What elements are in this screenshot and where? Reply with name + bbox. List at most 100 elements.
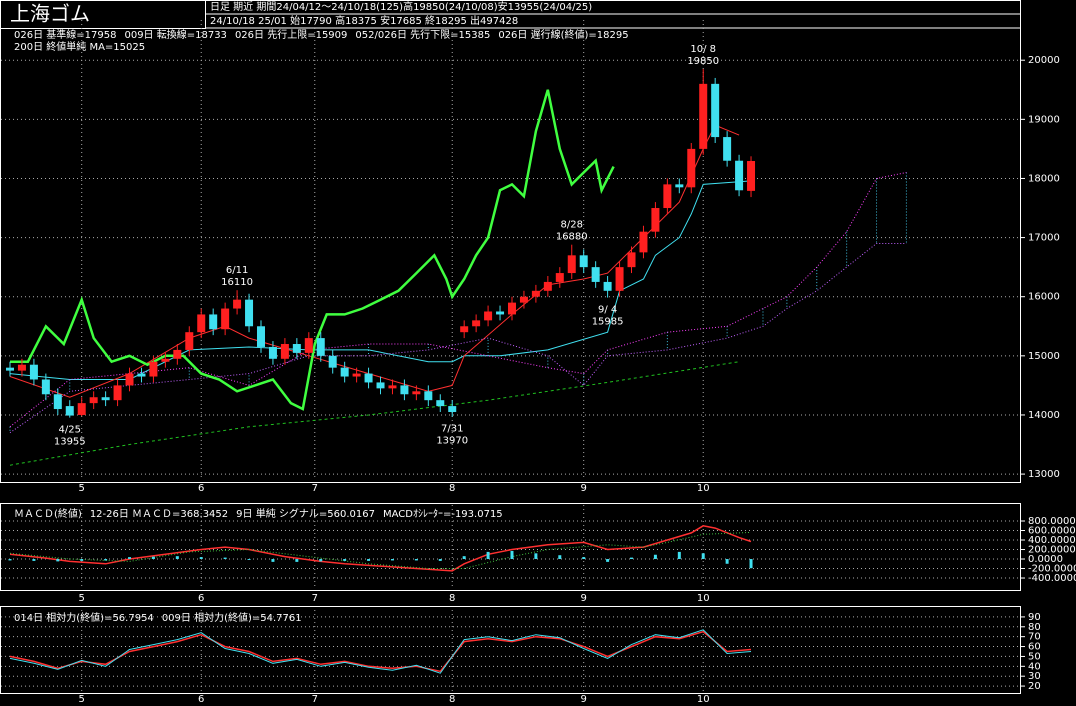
annotation-date: 6/11 [226,265,248,276]
y-tick-label: 13000 [1028,469,1060,480]
candle-body [735,160,744,191]
candle-body [125,373,134,386]
y-tick-label: 16000 [1028,292,1060,303]
candle-body [651,208,660,232]
histogram-bar [32,559,36,561]
x-tick-label: 7 [312,694,318,705]
x-tick-label: 10 [697,483,710,494]
legend-entry: 026日 基準線=17958 [14,28,116,41]
candle-body [113,385,122,401]
candle-body [591,267,600,282]
y-tick-label: 20000 [1028,55,1060,66]
annotation-date: 10/ 8 [690,44,716,55]
candle-body [221,308,230,330]
candle-body [364,373,373,383]
candle-body [699,83,708,149]
candle-body [507,302,516,315]
histogram-bar [390,559,394,561]
legend-entry: 026日 先行上限=15909 [235,28,347,41]
x-tick-label: 9 [581,483,587,494]
candle-body [519,296,528,303]
series-line [9,180,752,380]
histogram-bar [175,556,179,560]
x-tick-label: 10 [697,694,710,705]
annotation-value: 15985 [592,317,624,328]
histogram-bar [630,557,634,560]
histogram-bar [486,551,490,560]
candle-body [687,148,696,188]
candle-body [185,332,194,350]
histogram-bar [534,553,538,560]
candle-body [280,344,289,359]
candle-body [675,184,684,188]
series-line [9,531,752,569]
legend-entry: 009日 転換線=18733 [124,28,226,41]
candle-body [555,273,564,282]
candle-body [173,349,182,359]
candle-body [723,137,732,161]
macd-frame [0,503,1021,591]
x-tick-label: 8 [449,483,455,494]
price-frame [0,0,1021,483]
histogram-bar [582,557,586,560]
candle-body [137,373,146,377]
histogram-bar [653,554,657,560]
series-line [9,525,752,572]
histogram-bar [438,559,442,561]
candle-body [340,367,349,377]
histogram-bar [343,559,347,561]
legend-entry: ＭＡＣＤ(終値) [14,507,82,520]
candle-body [412,391,421,395]
candle-body [17,364,26,371]
candle-body [448,406,457,413]
y-tick-label: 18000 [1028,173,1060,184]
candle-body [436,400,445,407]
candle-body [65,406,74,416]
histogram-bar [104,559,108,561]
candle-body [268,346,277,359]
x-tick-label: 7 [312,483,318,494]
y-tick-label: 200.0000 [1028,545,1076,556]
candle-body [639,231,648,253]
y-tick-label: 19000 [1028,114,1060,125]
x-tick-label: 5 [79,483,85,494]
candle-body [472,320,481,327]
x-tick-label: 6 [198,694,204,705]
y-tick-label: 15000 [1028,351,1060,362]
chart-title: 上海ゴム [10,2,90,26]
annotation-date: 7/31 [441,424,463,435]
candle-body [316,338,325,356]
candle-body [328,355,337,368]
y-tick-label: 40 [1028,661,1041,672]
y-tick-label: 90 [1028,612,1041,623]
series-line [9,124,740,398]
histogram-bar [295,559,299,562]
y-tick-label: 14000 [1028,410,1060,421]
histogram-bar [271,559,275,562]
annotation-date: 9/ 4 [598,305,617,316]
histogram-bar [701,553,705,560]
candle-body [197,314,206,333]
candle-body [149,361,158,377]
legend-entry: 9日 単純 シグナル=560.0167 [236,507,375,520]
histogram-bar [558,555,562,560]
y-tick-label: 70 [1028,632,1041,643]
histogram-bar [128,557,132,560]
subtitle: 日足 期近 期間24/04/12～24/10/18(125)高19850(24/… [210,0,592,13]
y-tick-label: 17000 [1028,233,1060,244]
candle-body [496,311,505,315]
legend-entry: 014日 相対力(終値)=56.7954 [14,611,154,624]
y-tick-label: 800.0000 [1028,516,1076,527]
candle-body [6,367,14,371]
histogram-bar [151,556,155,560]
candle-body [352,373,361,377]
candle-body [579,255,588,268]
histogram-bar [199,557,203,560]
x-tick-label: 10 [697,593,710,604]
legend-entry: 026日 遅行線(終値)=18295 [498,28,628,41]
x-tick-label: 7 [312,593,318,604]
candle-body [233,299,242,309]
legend-entry: 200日 終値単純 MA=15025 [14,40,145,53]
x-tick-label: 8 [449,593,455,604]
